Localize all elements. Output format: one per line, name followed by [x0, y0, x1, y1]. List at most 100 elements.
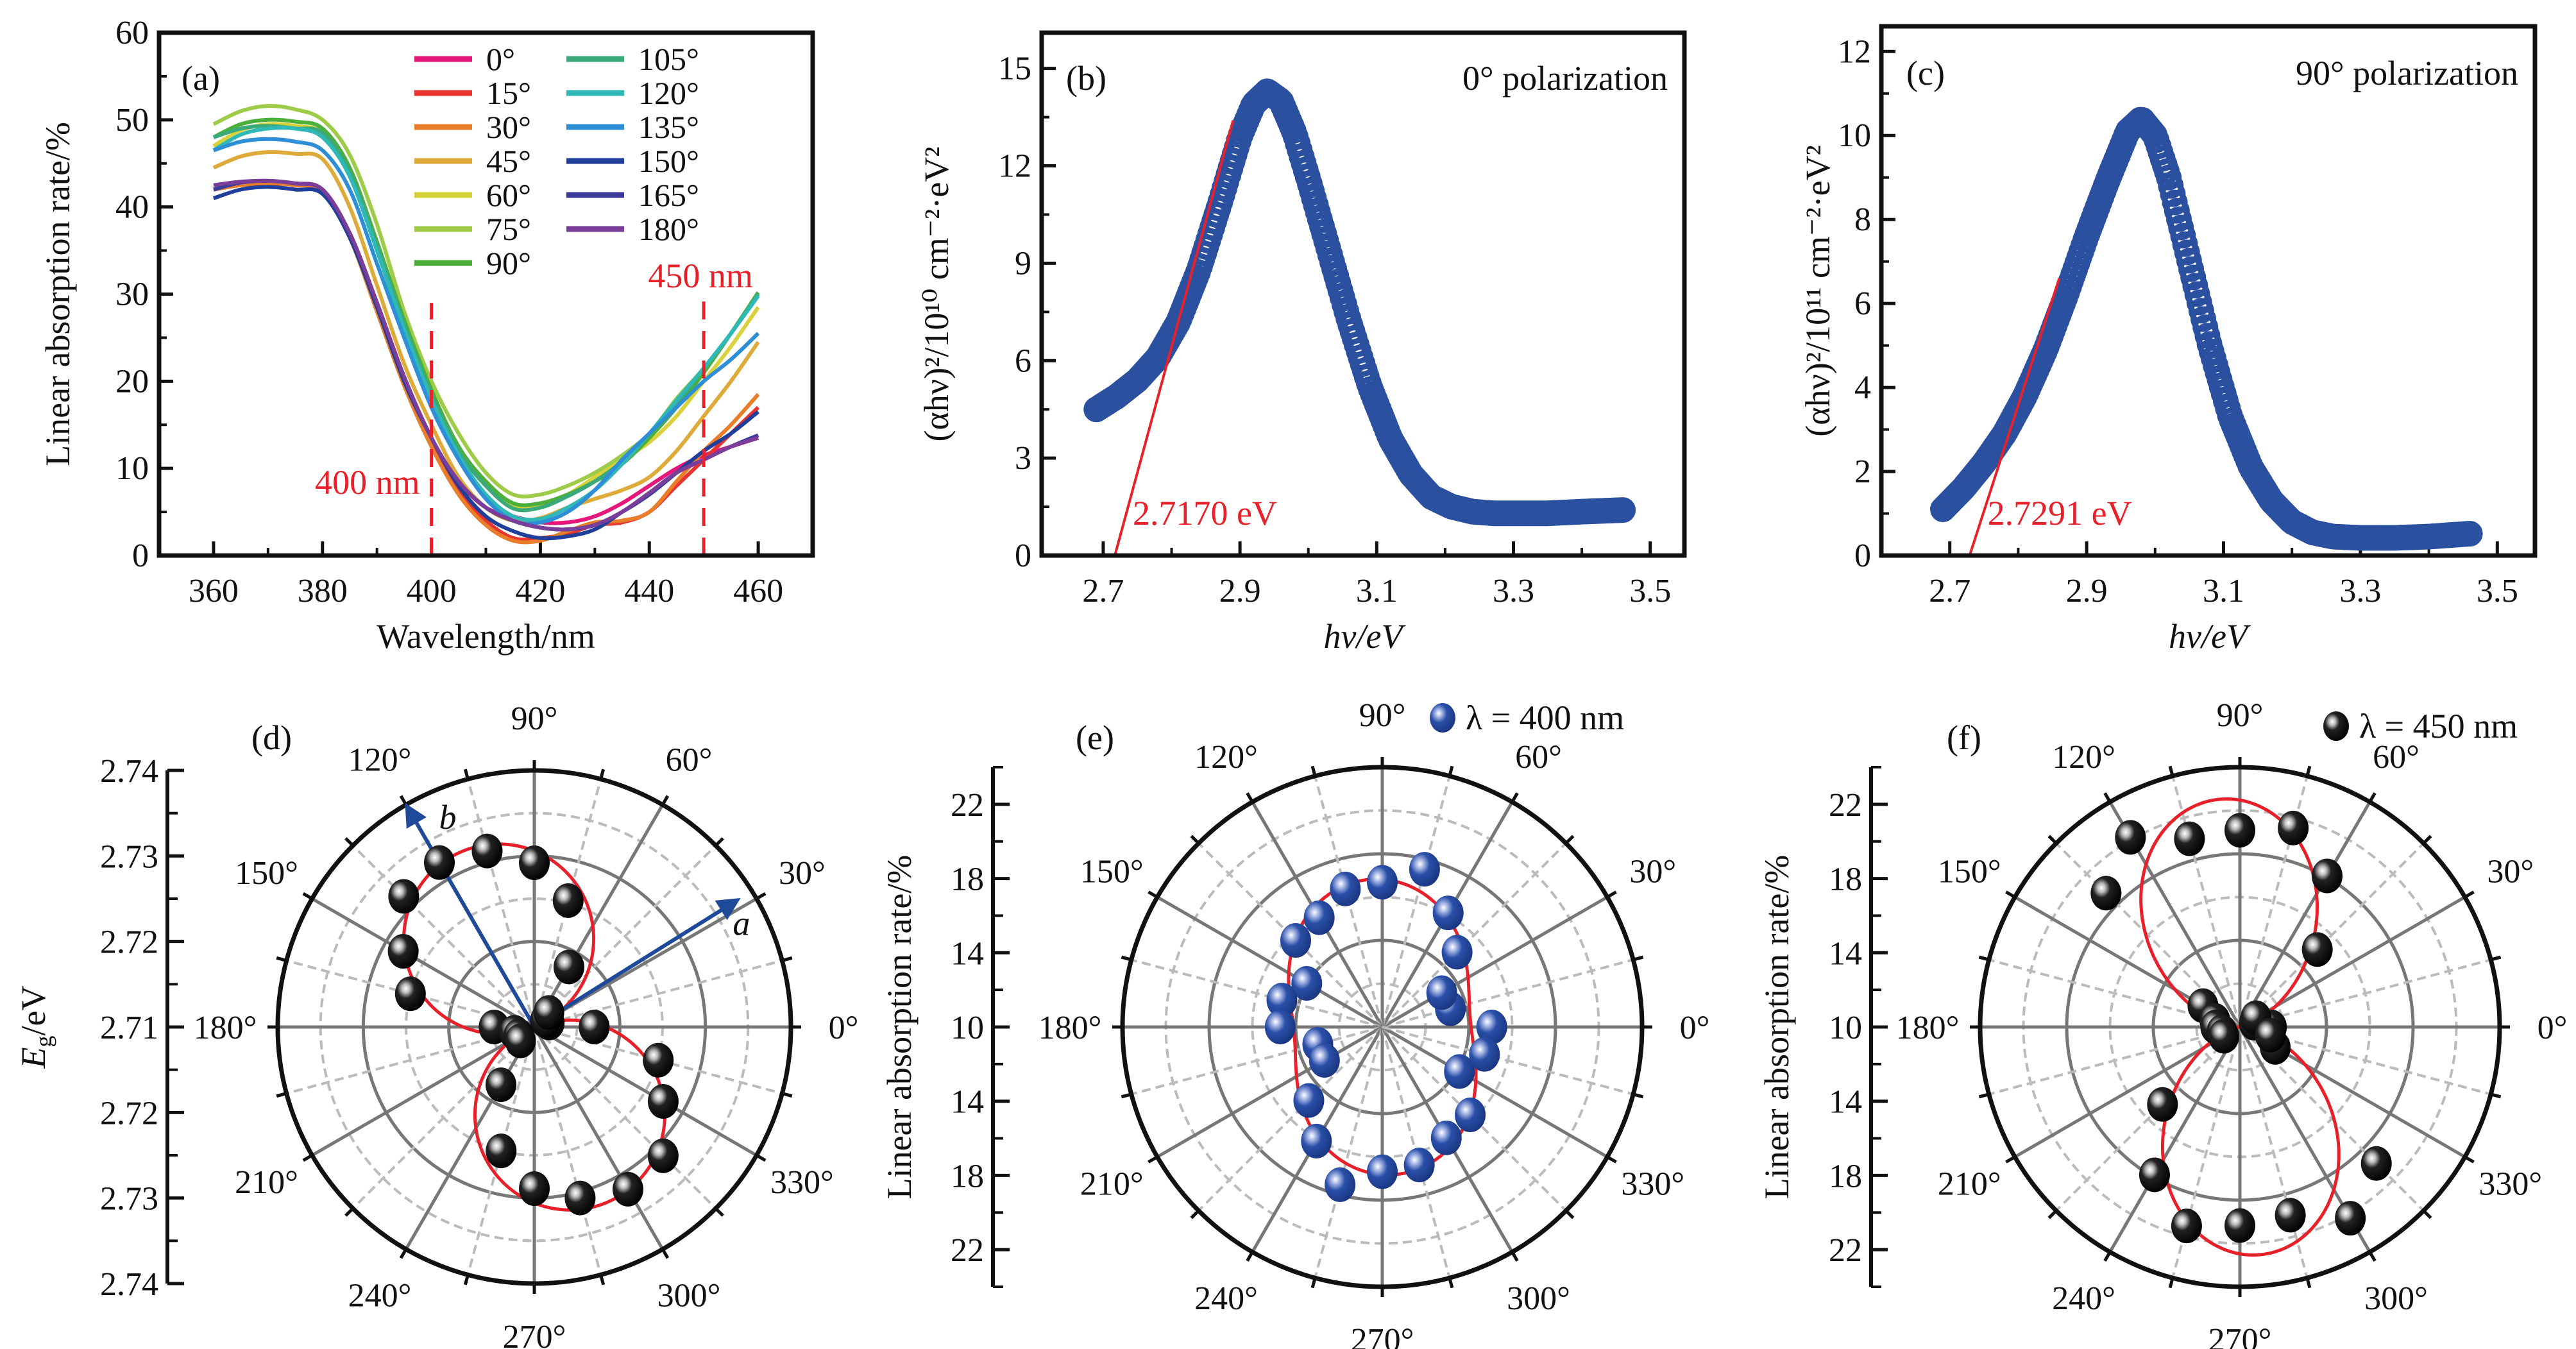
polar-frame: [1978, 765, 2502, 1289]
grid-spoke: [1381, 895, 1608, 1029]
legend-label: 135°: [638, 109, 699, 145]
panel-title: 0° polarization: [1462, 59, 1668, 98]
angle-label: 300°: [657, 1277, 721, 1314]
data-point: [1264, 1010, 1296, 1044]
angle-label: 0°: [829, 1010, 859, 1046]
grid-spoke-dashed: [352, 844, 536, 1028]
grid-spoke-dashed: [1382, 958, 1634, 1028]
angle-label: 240°: [2052, 1280, 2115, 1317]
grid-spoke-dashed: [1131, 958, 1383, 1028]
y-tick-label: 10: [1838, 117, 1871, 154]
legend-label: 120°: [638, 75, 699, 111]
grid-spoke-dashed: [466, 779, 536, 1028]
grid-spoke: [311, 897, 536, 1029]
data-point: [387, 934, 419, 969]
angle-label: 30°: [1629, 854, 1676, 890]
axis-arrow-label: a: [733, 904, 750, 943]
x-tick-label: 2.9: [1219, 573, 1261, 609]
data-point: [1432, 895, 1464, 931]
radial-tick-label: 18: [951, 861, 984, 898]
angle-label: 270°: [1351, 1322, 1414, 1349]
grid-spoke-dashed: [1131, 1026, 1383, 1096]
data-point: [486, 1067, 516, 1103]
data-point: [1455, 1098, 1486, 1133]
angle-label: 0°: [1680, 1010, 1710, 1046]
y-tick-label: 20: [115, 363, 149, 400]
angle-label: 120°: [348, 742, 412, 779]
angle-label: 150°: [1938, 854, 2001, 890]
data-point: [2090, 876, 2122, 911]
panel-label: (d): [251, 718, 292, 757]
axis-arrow-label: b: [439, 798, 457, 836]
x-tick-label: 360: [189, 573, 239, 609]
y-tick-label: 50: [115, 102, 149, 139]
angle-label: 330°: [770, 1164, 834, 1201]
legend-label: 165°: [638, 177, 699, 213]
data-point: [613, 1171, 643, 1207]
data-point: [1367, 865, 1398, 900]
data-point: [1409, 852, 1440, 887]
angle-label: 90°: [1359, 697, 1406, 734]
data-point: [471, 833, 503, 869]
x-tick-label: 3.5: [2477, 573, 2518, 609]
x-tick-label: 440: [624, 573, 674, 609]
x-tick-label: 460: [733, 573, 783, 609]
grid-spoke-dashed: [533, 1026, 717, 1210]
angle-label: 0°: [2538, 1010, 2568, 1046]
y-tick-label: 30: [115, 276, 149, 313]
radial-tick-label: 2.71: [100, 1010, 158, 1046]
data-point: [2174, 821, 2205, 856]
polar-frame: [1120, 765, 1645, 1289]
grid-spoke: [1381, 1025, 1608, 1158]
panel-d: 0° 30° 60° 90° 120° 150° 180° 210° 240° 270° 300° 3…: [14, 700, 858, 1349]
data-point: [486, 1133, 517, 1169]
y-tick-label: 12: [1838, 33, 1871, 70]
x-tick-label: 3.5: [1629, 573, 1671, 609]
angle-label: 300°: [2364, 1280, 2428, 1317]
series-line-12: [213, 178, 759, 532]
legend-marker: [2323, 711, 2349, 741]
grid-spoke-dashed: [2239, 1026, 2309, 1278]
grid-spoke-dashed: [1381, 842, 1567, 1028]
grid-spoke: [2108, 1026, 2242, 1253]
x-axis-label: hν/eV: [1324, 617, 1407, 656]
radial-tick-label: 22: [951, 787, 984, 824]
radial-tick-label: 22: [951, 1232, 984, 1269]
grid-spoke-dashed: [2171, 776, 2241, 1028]
y-axis-label: Linear absorption rate/%: [1758, 855, 1796, 1200]
grid-spoke: [404, 1026, 536, 1250]
radial-tick-label: 2.73: [100, 838, 158, 875]
grid-spoke-dashed: [352, 1026, 536, 1210]
plot-frame: [157, 30, 815, 558]
data-point: [2115, 820, 2146, 855]
fit-label: 2.7291 eV: [1988, 494, 2132, 532]
radial-tick-label: 22: [1829, 1232, 1862, 1269]
data-point: [519, 845, 550, 880]
angle-label: 210°: [1080, 1166, 1144, 1203]
fit-label: 2.7170 eV: [1133, 494, 1277, 532]
angle-label: 270°: [2208, 1322, 2272, 1349]
y-tick-label: 3: [1015, 440, 1031, 477]
data-point: [1293, 1083, 1325, 1118]
data-point: [394, 976, 426, 1012]
radial-tick-label: 10: [1829, 1010, 1862, 1046]
grid-spoke-dashed: [1198, 1026, 1384, 1212]
data-point: [533, 995, 564, 1030]
grid-spoke: [2238, 801, 2371, 1028]
grid-spoke: [1157, 895, 1384, 1029]
legend-label: λ = 450 nm: [2359, 707, 2518, 745]
grid-spoke-dashed: [533, 1026, 602, 1275]
data-point: [2147, 1087, 2178, 1122]
grid-spoke-dashed: [1988, 1026, 2241, 1096]
data-point: [2360, 1146, 2392, 1181]
plot-frame: [1039, 30, 1687, 558]
y-tick-label: 9: [1015, 245, 1031, 282]
y-axis-label: Linear absorption rate/%: [38, 122, 77, 466]
x-tick-label: 2.7: [1082, 573, 1124, 609]
radial-tick-label: 2.72: [100, 1095, 158, 1132]
y-tick-label: 2: [1854, 454, 1871, 490]
radial-tick-label: 10: [951, 1010, 984, 1046]
y-tick-label: 40: [115, 189, 149, 226]
x-tick-label: 2.7: [1929, 573, 1970, 609]
